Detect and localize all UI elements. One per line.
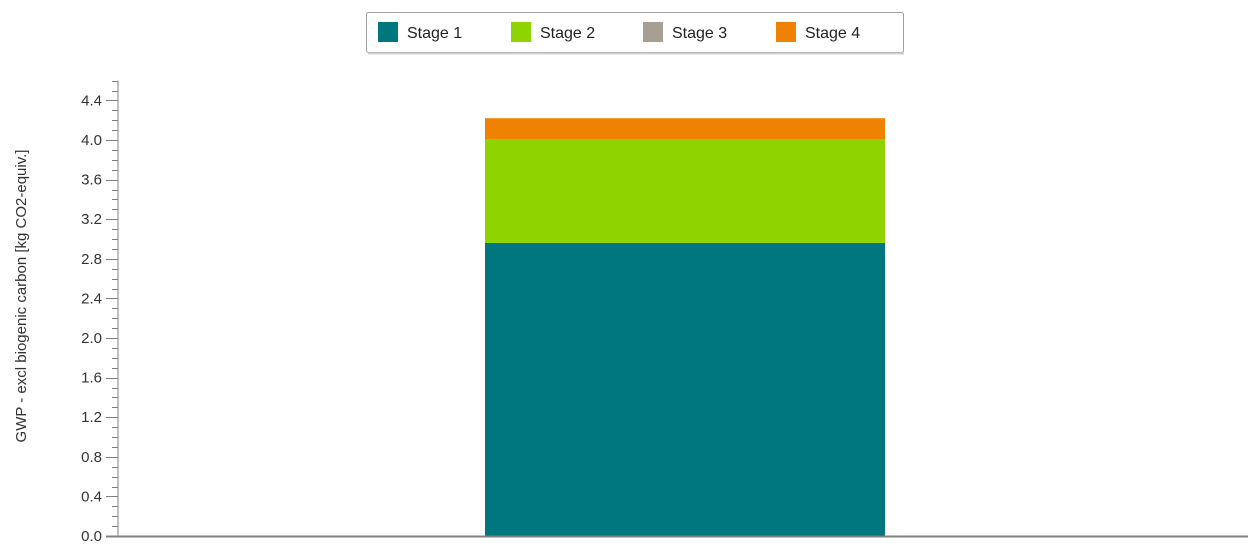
y-tick-label: 3.2 (81, 211, 102, 228)
y-tick-label: 0.0 (81, 528, 102, 545)
legend-item-stage-3[interactable]: Stage 3 (643, 22, 727, 42)
legend-item-stage-4[interactable]: Stage 4 (776, 22, 860, 42)
y-axis: 0.0 0.4 0.8 1.2 1.6 2.0 2.4 2.8 3.2 3.6 4.0 4.4 (81, 80, 119, 545)
y-axis-title: GWP - excl biogenic carbon [kg CO2-equiv… (13, 150, 30, 443)
legend-swatch (378, 22, 398, 42)
legend-swatch (511, 22, 531, 42)
y-tick-label: 4.0 (81, 132, 102, 149)
y-tick-label: 1.2 (81, 409, 102, 426)
legend-item-stage-1[interactable]: Stage 1 (378, 22, 462, 42)
y-tick-label: 1.6 (81, 370, 102, 387)
y-tick-label: 2.0 (81, 330, 102, 347)
y-tick-label: 0.8 (81, 449, 102, 466)
y-tick-label: 3.6 (81, 172, 102, 189)
legend-label: Stage 2 (540, 25, 595, 42)
legend-swatch (643, 22, 663, 42)
bar-segment-stage-1[interactable] (485, 242, 885, 536)
legend-item-stage-2[interactable]: Stage 2 (511, 22, 595, 42)
y-tick-label: 0.4 (81, 488, 102, 505)
chart-legend: Stage 1 Stage 2 Stage 3 Stage 4 (366, 12, 904, 55)
legend-label: Stage 3 (672, 25, 727, 42)
y-tick-label: 2.4 (81, 290, 102, 307)
legend-label: Stage 4 (805, 25, 860, 42)
bar-segment-stage-2[interactable] (485, 139, 885, 243)
legend-swatch (776, 22, 796, 42)
bar-stack (485, 118, 885, 536)
y-tick-label: 2.8 (81, 251, 102, 268)
bar-segment-stage-4[interactable] (485, 118, 885, 140)
legend-label: Stage 1 (407, 25, 462, 42)
y-tick-label: 4.4 (81, 92, 102, 109)
